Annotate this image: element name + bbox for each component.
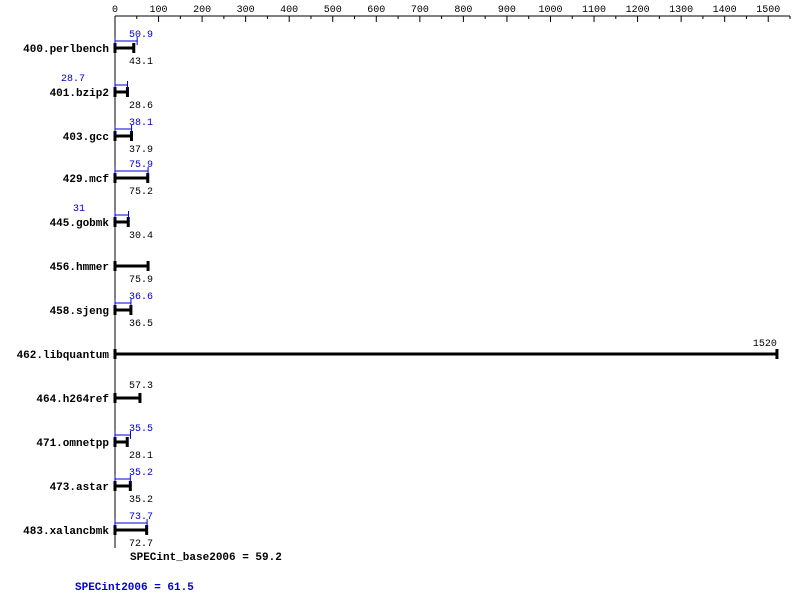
x-axis-label: 1300 — [669, 5, 693, 16]
base-value: 1520 — [753, 339, 777, 350]
x-axis-label: 200 — [193, 5, 211, 16]
benchmark-label: 401.bzip2 — [50, 88, 109, 100]
base-value: 36.5 — [129, 319, 153, 330]
x-axis-label: 800 — [454, 5, 472, 16]
base-value: 28.6 — [129, 101, 153, 112]
x-axis-label: 1500 — [756, 5, 780, 16]
benchmark-label: 471.omnetpp — [36, 438, 109, 450]
peak-value: 38.1 — [129, 118, 153, 129]
base-value: 75.2 — [129, 187, 153, 198]
benchmark-label: 429.mcf — [63, 174, 110, 186]
benchmark-label: 456.hmmer — [50, 262, 109, 274]
base-value: 75.9 — [129, 275, 153, 286]
peak-value: 35.2 — [129, 468, 153, 479]
benchmark-label: 464.h264ref — [36, 394, 109, 406]
base-value: 43.1 — [129, 57, 153, 68]
x-axis-label: 1000 — [538, 5, 562, 16]
base-value: 30.4 — [129, 231, 153, 242]
benchmark-label: 473.astar — [50, 482, 109, 494]
x-axis-label: 600 — [367, 5, 385, 16]
base-value: 28.1 — [129, 451, 153, 462]
benchmark-label: 403.gcc — [63, 132, 109, 144]
peak-value: 36.6 — [129, 292, 153, 303]
x-axis-label: 100 — [150, 5, 168, 16]
summary-peak: SPECint2006 = 61.5 — [75, 582, 194, 594]
peak-value: 75.9 — [129, 160, 153, 171]
peak-value: 35.5 — [129, 424, 153, 435]
peak-value: 28.7 — [61, 74, 85, 85]
specint-chart: 0 100 200 300 400 500 600 700 800 900 1000 1100 1200… — [0, 0, 799, 606]
x-axis-label: 900 — [498, 5, 516, 16]
benchmark-label: 400.perlbench — [23, 44, 109, 56]
benchmark-label: 458.sjeng — [50, 306, 109, 318]
base-value: 37.9 — [129, 145, 153, 156]
x-axis-label: 0 — [112, 5, 118, 16]
peak-value: 73.7 — [129, 512, 153, 523]
benchmark-label: 483.xalancbmk — [23, 526, 109, 538]
peak-value: 50.9 — [129, 30, 153, 41]
base-value: 72.7 — [129, 539, 153, 550]
x-axis-label: 300 — [237, 5, 255, 16]
x-axis-label: 400 — [280, 5, 298, 16]
x-axis-label: 1100 — [582, 5, 606, 16]
x-axis-label: 500 — [324, 5, 342, 16]
base-value: 35.2 — [129, 495, 153, 506]
benchmark-label: 445.gobmk — [50, 218, 110, 230]
x-axis-label: 700 — [411, 5, 429, 16]
base-value: 57.3 — [129, 381, 153, 392]
x-axis-label: 1200 — [626, 5, 650, 16]
summary-base: SPECint_base2006 = 59.2 — [130, 552, 282, 564]
peak-value: 31 — [73, 204, 85, 215]
benchmark-label: 462.libquantum — [17, 350, 110, 362]
x-axis-label: 1400 — [713, 5, 737, 16]
